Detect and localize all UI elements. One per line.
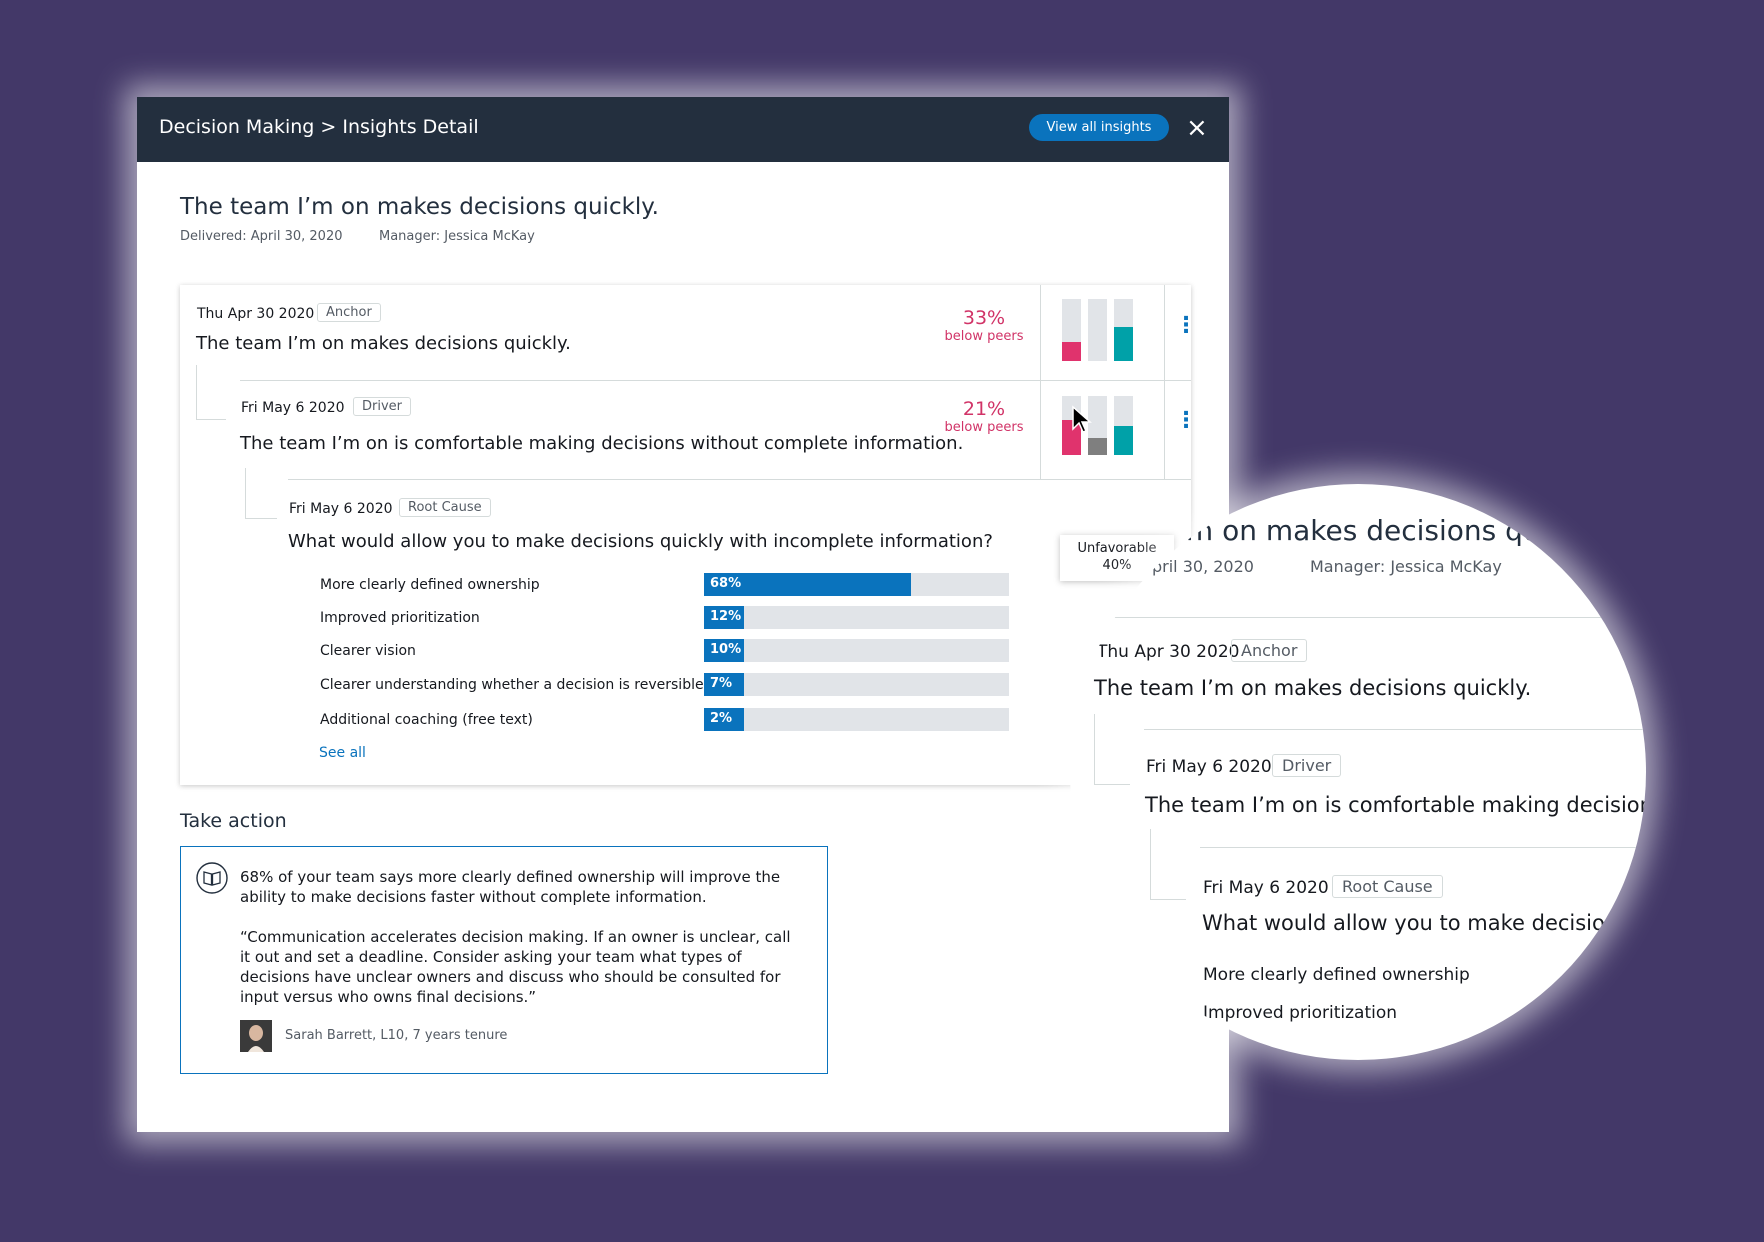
- row-divider: [240, 380, 1191, 381]
- zoom-response-1: More clearly defined ownership: [1203, 965, 1470, 985]
- zoom-divider: [1200, 847, 1646, 848]
- zoom-manager: Manager: Jessica McKay: [1310, 557, 1502, 576]
- take-action-heading: Take action: [180, 810, 287, 832]
- magnifier-zoom: ’m on makes decisions qu pril 30, 2020 M…: [1070, 484, 1646, 1060]
- insight-card: Thu Apr 30 2020 Anchor The team I’m on m…: [180, 285, 1197, 785]
- response-bar: 68%: [704, 573, 1009, 596]
- zoom-divider: [1144, 729, 1646, 730]
- anchor-question: The team I’m on makes decisions quickly.: [196, 333, 571, 354]
- mini-bar-fill: [1114, 326, 1133, 361]
- driver-tag: Driver: [353, 397, 412, 416]
- response-bar-fill: [704, 606, 744, 629]
- response-bar-fill: [704, 708, 744, 731]
- response-pct: 7%: [710, 676, 733, 691]
- anchor-pct: 33%: [962, 307, 1006, 329]
- anchor-neutral-bar[interactable]: [1088, 299, 1107, 361]
- response-bar-fill: [704, 673, 744, 696]
- zoom-response-2: Improved prioritization: [1203, 1003, 1398, 1023]
- insights-detail-panel: Decision Making > Insights Detail View a…: [137, 97, 1229, 1132]
- action-summary: 68% of your team says more clearly defin…: [240, 868, 781, 906]
- driver-pct-label: below peers: [944, 420, 1024, 435]
- response-label: Clearer vision: [320, 643, 416, 659]
- driver-peer-comparison: 21% below peers: [924, 398, 1044, 435]
- driver-question: The team I’m on is comfortable making de…: [240, 433, 964, 454]
- response-pct: 10%: [710, 642, 742, 657]
- driver-favorable-bar[interactable]: [1114, 396, 1133, 455]
- response-bar: 7%: [704, 673, 1009, 696]
- mini-bar-fill: [1062, 419, 1081, 455]
- zoom-title: ’m on makes decisions qu: [1177, 514, 1541, 547]
- mini-bar-fill: [1062, 342, 1081, 361]
- divider: [1040, 285, 1041, 480]
- response-bar-fill: [704, 639, 744, 662]
- root-cause-date: Fri May 6 2020: [289, 501, 393, 517]
- tree-connector: [245, 468, 246, 518]
- manager-name: Manager: Jessica McKay: [379, 229, 535, 244]
- driver-more-options-icon[interactable]: ⋮: [1175, 408, 1197, 433]
- mouse-cursor-icon: [1072, 405, 1092, 433]
- breadcrumb-title: Decision Making > Insights Detail: [159, 116, 479, 138]
- zoom-delivered: pril 30, 2020: [1152, 557, 1254, 576]
- zoom-anchor-date: Thu Apr 30 2020: [1097, 642, 1240, 662]
- take-action-card: 68% of your team says more clearly defin…: [180, 846, 828, 1074]
- anchor-peer-comparison: 33% below peers: [924, 307, 1044, 344]
- mini-bar-fill: [1114, 425, 1133, 455]
- zoom-tree-connector: [1150, 899, 1186, 900]
- driver-pct: 21%: [962, 398, 1006, 420]
- driver-date: Fri May 6 2020: [241, 400, 345, 416]
- response-bar: 10%: [704, 639, 1009, 662]
- tree-connector: [245, 518, 277, 519]
- avatar: [240, 1020, 272, 1052]
- driver-neutral-bar[interactable]: [1088, 396, 1107, 455]
- response-pct: 68%: [710, 576, 742, 591]
- response-label: Improved prioritization: [320, 610, 480, 626]
- zoom-card-edge: [1070, 617, 1646, 618]
- tooltip-value: 40%: [1102, 558, 1132, 573]
- root-cause-question: What would allow you to make decisions q…: [288, 531, 993, 552]
- response-pct: 2%: [710, 711, 733, 726]
- response-bar-fill: [704, 573, 912, 596]
- zoom-driver-tag: Driver: [1272, 754, 1342, 777]
- tree-connector: [196, 419, 226, 420]
- root-cause-tag: Root Cause: [399, 498, 491, 517]
- book-icon: [196, 862, 228, 894]
- page-title: The team I’m on makes decisions quickly.: [180, 194, 659, 220]
- response-label: Additional coaching (free text): [320, 712, 533, 728]
- action-author: Sarah Barrett, L10, 7 years tenure: [285, 1028, 508, 1043]
- header-bar: Decision Making > Insights Detail View a…: [137, 97, 1229, 162]
- response-bar: 2%: [704, 708, 1009, 731]
- anchor-pct-label: below peers: [944, 329, 1024, 344]
- divider: [1164, 285, 1165, 480]
- zoom-tree-connector: [1094, 714, 1095, 784]
- response-label: Clearer understanding whether a decision…: [320, 677, 704, 693]
- action-quote: “Communication accelerates decision maki…: [240, 928, 791, 1006]
- response-label: More clearly defined ownership: [320, 577, 540, 593]
- zoom-tree-connector: [1094, 784, 1130, 785]
- delivered-date: Delivered: April 30, 2020: [180, 229, 343, 244]
- anchor-tag: Anchor: [317, 303, 381, 322]
- zoom-tree-connector: [1150, 829, 1151, 899]
- tooltip-label: Unfavorable: [1077, 541, 1157, 556]
- avatar-photo: [240, 1020, 272, 1052]
- anchor-more-options-icon[interactable]: ⋮: [1175, 313, 1197, 338]
- anchor-unfavorable-bar[interactable]: [1062, 299, 1081, 361]
- zoom-root-date: Fri May 6 2020: [1203, 878, 1329, 898]
- see-all-link[interactable]: See all: [319, 745, 366, 761]
- response-bar: 12%: [704, 606, 1009, 629]
- zoom-anchor-text: The team I’m on makes decisions quickly.: [1094, 676, 1532, 700]
- zoom-driver-text: The team I’m on is comfortable making de…: [1145, 793, 1646, 817]
- mini-bar-fill: [1088, 438, 1107, 455]
- close-icon[interactable]: ×: [1186, 113, 1208, 143]
- zoom-driver-date: Fri May 6 2020: [1146, 757, 1272, 777]
- response-pct: 12%: [710, 609, 742, 624]
- tree-connector: [196, 365, 197, 419]
- view-all-insights-button[interactable]: View all insights: [1029, 114, 1169, 141]
- anchor-date: Thu Apr 30 2020: [197, 306, 315, 322]
- zoom-root-tag: Root Cause: [1332, 875, 1443, 898]
- zoom-root-text: What would allow you to make decisions q: [1202, 911, 1646, 935]
- row-divider: [288, 479, 1191, 480]
- zoom-anchor-tag: Anchor: [1231, 639, 1308, 662]
- anchor-favorable-bar[interactable]: [1114, 299, 1133, 361]
